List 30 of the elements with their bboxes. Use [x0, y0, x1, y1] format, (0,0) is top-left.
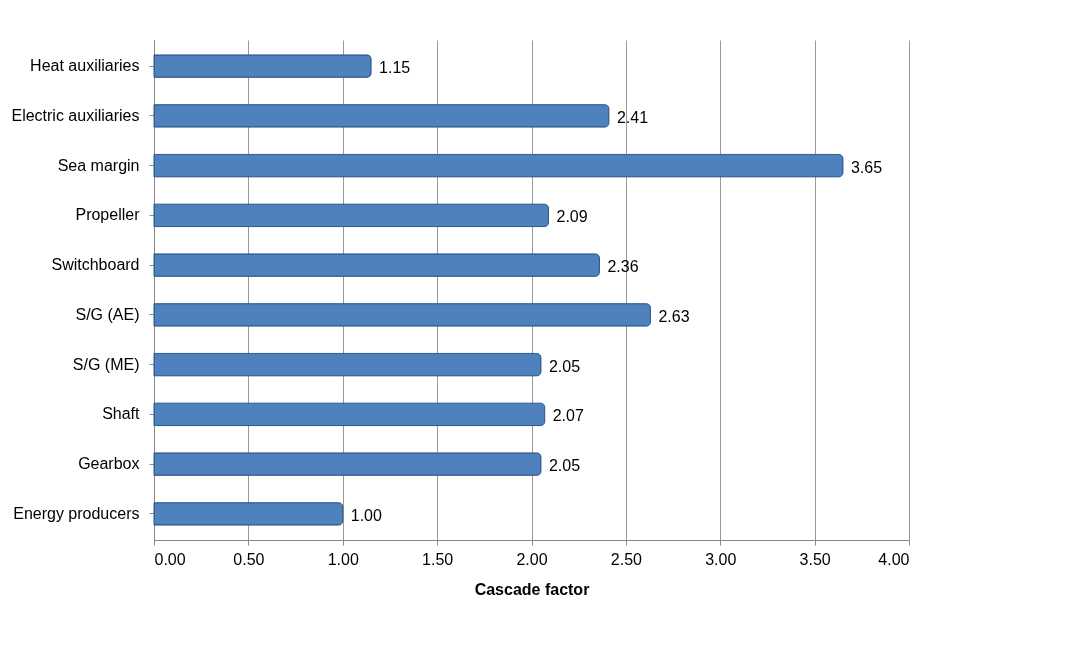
data-label: 2.05 [548, 457, 581, 475]
data-label: 2.63 [658, 307, 690, 325]
data-label: 2.36 [607, 258, 639, 276]
data-label: 3.65 [850, 158, 883, 176]
x-axis-title: Cascade factor [474, 580, 590, 598]
y-tick-label: Propeller [75, 206, 141, 224]
x-tick-label: 2.00 [516, 550, 548, 568]
x-tick-label: 1.00 [327, 550, 359, 568]
data-label: 2.07 [552, 407, 584, 425]
data-label: 2.41 [616, 108, 649, 126]
data-label: 2.09 [556, 208, 588, 226]
x-tick-label: 3.00 [705, 550, 737, 568]
y-tick-label: Heat auxiliaries [30, 57, 140, 75]
y-tick-label: Sea margin [57, 156, 140, 174]
y-tick-label: Energy producers [13, 504, 140, 522]
x-tick-label: 1.50 [422, 550, 454, 568]
y-tick-label: S/G (ME) [72, 355, 140, 373]
x-tick-label: 2.50 [610, 550, 643, 568]
x-tick-label: 0.00 [154, 550, 186, 568]
x-tick-label: 4.00 [878, 550, 910, 568]
y-tick-label: Switchboard [51, 256, 140, 274]
x-tick-label: 0.50 [233, 550, 265, 568]
y-tick-label: Electric auxiliaries [11, 106, 140, 124]
data-label: 2.05 [548, 357, 581, 375]
y-tick-label: Shaft [102, 405, 141, 423]
data-label: 1.00 [350, 506, 382, 524]
x-tick-label: 3.50 [799, 550, 831, 568]
y-tick-label: Gearbox [78, 455, 140, 473]
data-label: 1.15 [379, 59, 411, 77]
y-tick-label: S/G (AE) [75, 305, 140, 323]
